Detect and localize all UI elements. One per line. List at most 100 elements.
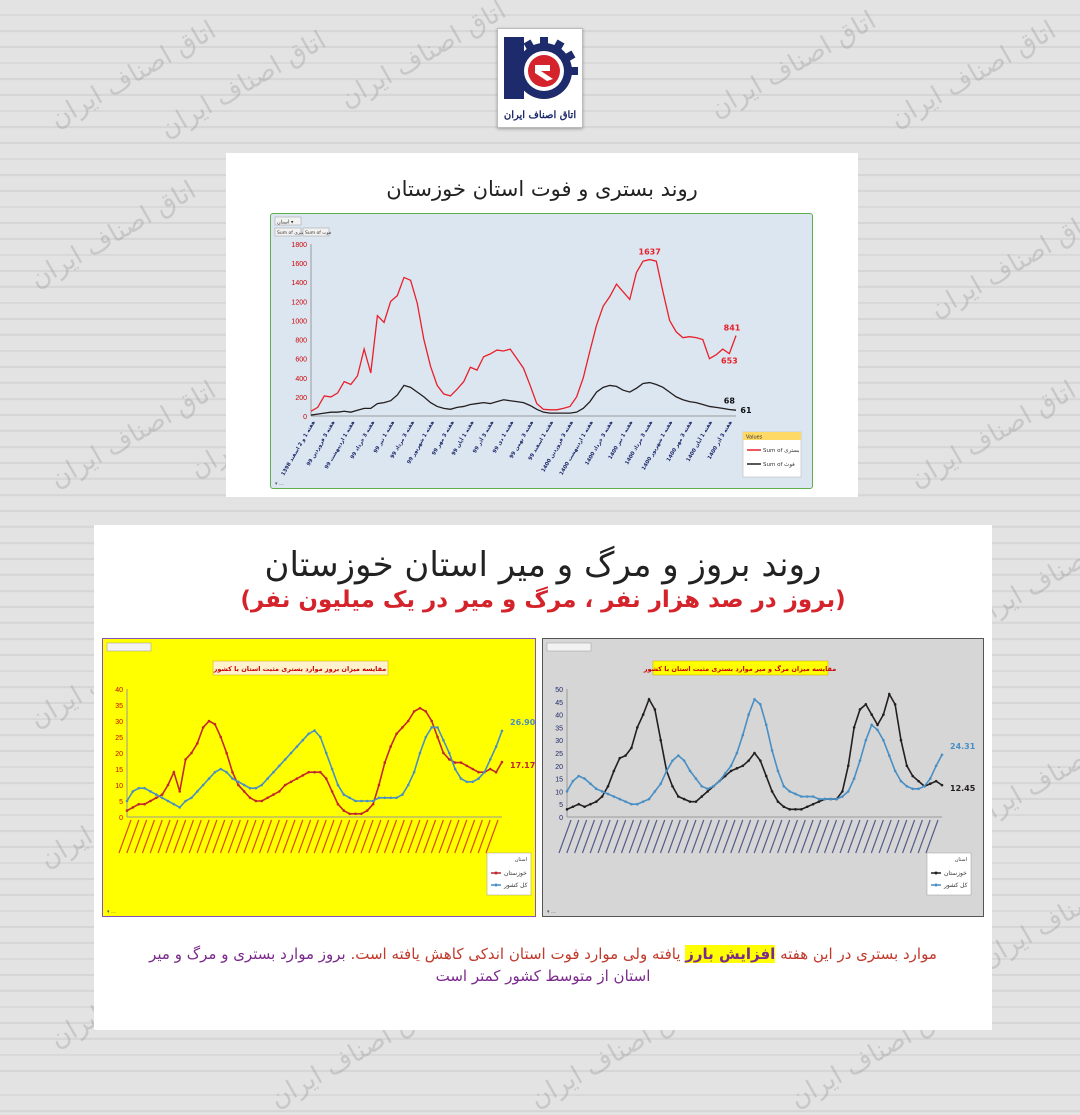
data-point (289, 751, 293, 755)
data-point (254, 799, 258, 803)
logo-gear-icon (504, 37, 578, 99)
data-point (266, 796, 269, 800)
data-point (565, 790, 569, 793)
filter-button (546, 642, 592, 652)
data-point (876, 728, 879, 732)
x-tick-label-mark (644, 819, 658, 854)
data-point (213, 722, 217, 726)
data-point (166, 783, 170, 787)
data-point (213, 770, 217, 774)
x-tick-label-mark (870, 819, 884, 854)
x-tick-label-mark (274, 819, 288, 854)
x-tick-label-mark (134, 819, 148, 854)
legend-title: Values (746, 435, 763, 441)
data-point (718, 779, 721, 783)
data-point (788, 808, 791, 811)
data-point (911, 774, 915, 778)
data-point (882, 738, 885, 742)
data-point (682, 759, 686, 762)
data-point (887, 692, 891, 696)
data-point (805, 805, 809, 809)
x-tick-label-mark (659, 819, 674, 854)
data-point (207, 777, 211, 780)
data-point (817, 797, 821, 801)
data-point (371, 799, 375, 803)
legend-marker (494, 883, 498, 887)
legend-marker (494, 871, 498, 875)
x-tick-label-mark (204, 819, 218, 854)
legend-title: استان (515, 857, 527, 863)
data-point (453, 761, 457, 764)
x-tick-label-mark (761, 819, 775, 854)
data-point (225, 751, 228, 755)
data-point (242, 783, 246, 787)
data-point (365, 799, 369, 803)
bottom-controls: ▾ ... (107, 909, 116, 915)
data-point (395, 796, 398, 800)
data-point (571, 779, 575, 783)
data-point (160, 796, 164, 800)
data-point (319, 735, 322, 739)
data-point (412, 710, 416, 713)
data-point (741, 764, 745, 768)
data-point (201, 726, 205, 729)
data-point (324, 751, 328, 755)
x-tick-label-mark (691, 819, 705, 854)
data-point (747, 759, 750, 762)
field-button (302, 227, 330, 237)
data-point (782, 784, 786, 788)
data-point (870, 713, 873, 716)
data-point (794, 792, 797, 796)
data-point (934, 764, 938, 768)
data-point (184, 799, 187, 803)
data-point (688, 800, 692, 803)
data-point (242, 790, 246, 793)
bottom-controls: ▾ ... (275, 481, 284, 487)
series-line-2 (310, 381, 737, 416)
x-tick-label-mark (282, 819, 296, 854)
y-tick-label: 1200 (291, 299, 307, 306)
data-point (459, 777, 463, 780)
data-point (682, 797, 686, 801)
x-tick-label-mark (753, 819, 767, 854)
filter-button (106, 642, 152, 652)
y-tick-label: 25 (115, 735, 123, 742)
top-chart-frame: استان ▾ Sum of بستری Sum of فوت 0 200 400 600 8… (270, 213, 813, 489)
data-point (283, 758, 287, 761)
data-point (219, 767, 223, 771)
data-point (600, 790, 604, 793)
x-tick-label-mark (376, 819, 390, 854)
data-point (624, 754, 627, 757)
data-point (811, 795, 815, 798)
data-point (823, 797, 827, 801)
data-point (846, 790, 850, 793)
y-tick-label: 15 (115, 767, 123, 774)
x-tick-label-mark (738, 819, 752, 854)
data-point (764, 723, 768, 727)
data-label-country: 24.31 (950, 742, 976, 751)
x-tick-label-mark (917, 819, 931, 854)
data-point (577, 802, 581, 806)
data-point (911, 787, 915, 791)
data-point (899, 779, 903, 783)
x-tick-label-mark (219, 819, 234, 854)
x-tick-label-mark (925, 819, 939, 854)
data-point (330, 790, 334, 793)
series-line-2 (126, 726, 503, 809)
data-point (125, 799, 129, 803)
data-point (360, 799, 363, 803)
y-tick-label: 35 (115, 703, 123, 710)
watermark-text: اتاق اصناف ایران (924, 205, 1080, 325)
data-point (671, 759, 674, 762)
bottom-panel: روند بروز و مرگ و میر استان خوزستان (برو… (94, 525, 992, 1030)
data-point (577, 774, 581, 778)
legend-label: خوزستان (504, 870, 527, 877)
legend-label: Sum of بستری (763, 448, 800, 454)
legend-label: خوزستان (944, 870, 967, 877)
legend-box (926, 852, 972, 896)
data-point (858, 708, 862, 711)
data-point (488, 758, 492, 761)
chart-title: مقایسه میزان بروز موارد بستری مثبت استان… (213, 665, 387, 673)
data-point (395, 732, 398, 736)
